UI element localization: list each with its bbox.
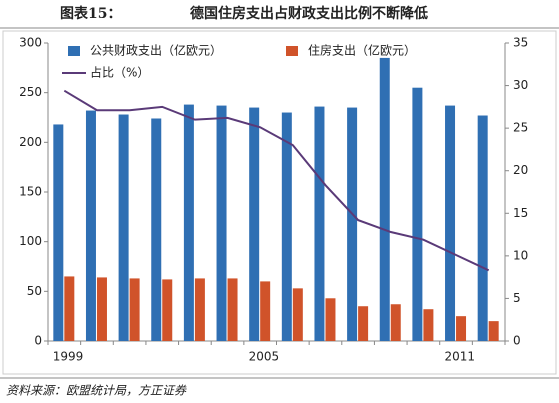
- y2-tick-label: 25: [513, 121, 528, 135]
- source-note: 资料来源：欧盟统计局，方正证券: [6, 384, 187, 398]
- bar: [314, 106, 325, 341]
- y2-tick-label: 0: [513, 334, 521, 348]
- bar: [423, 309, 434, 341]
- y-tick-label: 50: [27, 284, 42, 298]
- y2-tick-label: 10: [513, 248, 528, 262]
- bar: [194, 278, 205, 341]
- bar: [445, 105, 456, 341]
- y2-tick-label: 35: [513, 36, 528, 50]
- x-tick-label: 2011: [444, 350, 475, 364]
- legend-label: 住房支出（亿欧元）: [308, 43, 416, 58]
- y-tick-label: 200: [19, 135, 42, 149]
- y2-tick-label: 5: [513, 291, 521, 305]
- bar: [456, 316, 467, 341]
- bar: [53, 124, 64, 341]
- bar: [162, 279, 173, 341]
- y2-tick-label: 30: [513, 78, 528, 92]
- y-tick-label: 250: [19, 85, 42, 99]
- y-tick-label: 0: [34, 334, 42, 348]
- bar: [412, 87, 423, 341]
- y-tick-label: 300: [19, 36, 42, 50]
- legend-label: 占比（%）: [90, 65, 149, 80]
- line: [63, 89, 490, 272]
- bar: [477, 115, 488, 341]
- bar: [216, 105, 227, 341]
- bar: [379, 57, 390, 342]
- y-tick-label: 100: [19, 234, 42, 248]
- bar: [227, 278, 238, 341]
- legend-swatch: [286, 46, 298, 56]
- bar: [85, 110, 96, 342]
- figure-label: 图表15：: [60, 5, 121, 22]
- bar: [260, 281, 271, 341]
- bar: [118, 114, 129, 342]
- y-tick-label: 150: [19, 185, 42, 199]
- y2-tick-label: 15: [513, 206, 528, 220]
- bar: [390, 304, 401, 341]
- bar: [151, 118, 162, 341]
- legend-swatch: [68, 46, 80, 56]
- bar: [325, 298, 336, 341]
- bar: [64, 276, 75, 341]
- bar: [183, 104, 194, 341]
- bar: [281, 112, 292, 342]
- bar: [249, 107, 260, 341]
- chart-frame: [2, 30, 557, 375]
- chart-title: 德国住房支出占财政支出比例不断降低: [190, 5, 428, 22]
- bar: [292, 288, 303, 341]
- y2-tick-label: 20: [513, 163, 528, 177]
- bar: [129, 278, 140, 341]
- bar: [347, 107, 358, 341]
- x-tick-label: 2005: [249, 350, 280, 364]
- legend-label: 公共财政支出（亿欧元）: [90, 43, 222, 58]
- bar: [358, 306, 369, 341]
- x-tick-label: 1999: [53, 350, 84, 364]
- bar: [96, 277, 107, 341]
- bar: [488, 321, 499, 341]
